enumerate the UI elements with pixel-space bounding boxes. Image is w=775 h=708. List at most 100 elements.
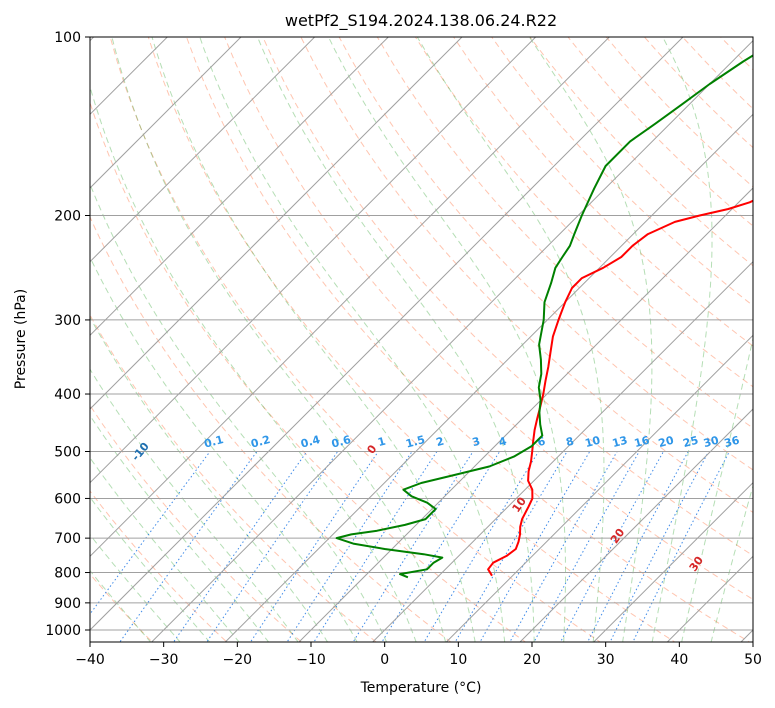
mixing-ratio-label: 4 bbox=[497, 434, 508, 449]
y-tick-label: 200 bbox=[54, 209, 81, 225]
dry-adiabat-line bbox=[414, 37, 753, 388]
moist-adiabat-line bbox=[90, 569, 152, 642]
isotherm-line bbox=[90, 37, 684, 631]
x-tick-label: 30 bbox=[597, 652, 615, 668]
y-tick-label: 100 bbox=[54, 30, 81, 46]
dry-adiabat-line bbox=[376, 37, 753, 429]
mixing-ratio-label: 2 bbox=[435, 435, 446, 450]
sounding-traces bbox=[335, 54, 753, 579]
chart-title: wetPf2_S194.2024.138.06.24.R22 bbox=[285, 11, 557, 31]
mixing-ratio-line bbox=[119, 451, 258, 642]
dry-adiabat-label: -20 bbox=[50, 413, 73, 437]
y-axis-label: Pressure (hPa) bbox=[13, 289, 29, 389]
moist-adiabat-line bbox=[111, 37, 447, 642]
x-tick-label: −20 bbox=[223, 652, 253, 668]
moist-adiabat-line bbox=[90, 456, 240, 642]
y-tick-label: 500 bbox=[54, 444, 81, 460]
dry-adiabat-line bbox=[0, 10, 13, 655]
moist-adiabat-line bbox=[528, 37, 653, 642]
y-tick-label: 1000 bbox=[45, 623, 81, 639]
moist-adiabat-line bbox=[199, 37, 506, 642]
mixing-ratio-label: 1.5 bbox=[404, 433, 426, 451]
dry-adiabat-line bbox=[770, 10, 775, 655]
dry-adiabat-line bbox=[90, 314, 377, 642]
moist-adiabat-line bbox=[90, 84, 417, 642]
y-axis: 100 200 300 400 500 600 700 800 900 1000 bbox=[45, 30, 90, 639]
dry-adiabat-line bbox=[147, 37, 676, 642]
mixing-ratio-line bbox=[249, 451, 379, 642]
isotherm-line bbox=[519, 408, 753, 642]
y-tick-label: 900 bbox=[54, 596, 81, 612]
mixing-ratio-line bbox=[286, 451, 413, 642]
isotherm-line bbox=[592, 481, 753, 642]
mixing-ratio-label: 20 bbox=[657, 434, 675, 451]
moist-adiabat-line bbox=[90, 316, 329, 642]
mixing-ratio-label: 1 bbox=[376, 435, 387, 450]
x-tick-label: −40 bbox=[75, 652, 105, 668]
dry-adiabat-line bbox=[567, 37, 753, 227]
mixing-ratio-label: 0.4 bbox=[299, 433, 322, 451]
mixing-ratio-label: 10 bbox=[583, 434, 601, 451]
dry-adiabat-line bbox=[300, 37, 753, 513]
isotherm-line bbox=[90, 37, 316, 263]
y-tick-label: 700 bbox=[54, 531, 81, 547]
dry-adiabat-line bbox=[453, 37, 753, 347]
x-tick-label: −30 bbox=[149, 652, 179, 668]
x-tick-label: 10 bbox=[449, 652, 467, 668]
moist-adiabat-line bbox=[416, 37, 605, 642]
temperature-trace bbox=[487, 199, 753, 577]
moist-adiabat-line bbox=[651, 37, 713, 642]
isotherm-line bbox=[445, 334, 753, 642]
x-axis: −40 −30 −20 −10 0 10 20 30 40 50 bbox=[75, 642, 762, 668]
mixing-ratio-line bbox=[381, 451, 501, 642]
x-tick-label: −10 bbox=[296, 652, 326, 668]
mixing-ratio-label: 0.2 bbox=[249, 433, 271, 451]
moist-adiabat-line bbox=[328, 37, 566, 642]
adiabat-labels: -100-90-80-70-60-50-40-30-20-10010203040… bbox=[50, 413, 775, 599]
x-axis-label: Temperature (°C) bbox=[360, 680, 482, 696]
x-tick-label: 40 bbox=[670, 652, 688, 668]
isotherm-line bbox=[90, 37, 537, 484]
moist-adiabat-line bbox=[90, 533, 181, 642]
moist-adiabat-line bbox=[681, 336, 753, 642]
mixing-ratio-label: 3 bbox=[471, 435, 482, 450]
dry-adiabat-line bbox=[90, 490, 228, 642]
isotherm-line bbox=[90, 37, 242, 189]
dewpoint-trace bbox=[335, 54, 753, 579]
moist-adiabat-label: 40 bbox=[757, 579, 775, 599]
isotherm-line bbox=[90, 37, 463, 410]
isotherm-line bbox=[150, 39, 753, 642]
moist-adiabat-label: 30 bbox=[687, 554, 707, 574]
mixing-ratio-label: 0.6 bbox=[330, 433, 353, 451]
moist-adiabat-line bbox=[90, 368, 299, 642]
y-tick-label: 400 bbox=[54, 387, 81, 403]
y-tick-label: 800 bbox=[54, 566, 81, 582]
mixing-ratio-label: 25 bbox=[682, 434, 700, 451]
dry-adiabat-line bbox=[491, 37, 753, 307]
y-tick-label: 600 bbox=[54, 491, 81, 507]
dry-adiabat-line bbox=[185, 37, 751, 642]
isotherm-line bbox=[90, 37, 169, 116]
x-tick-label: 0 bbox=[380, 652, 389, 668]
isotherm-line bbox=[371, 260, 753, 642]
background-lines bbox=[0, 10, 775, 655]
dry-adiabat-line bbox=[90, 100, 527, 642]
mixing-ratio-label: 36 bbox=[723, 434, 741, 451]
moist-adiabat-line bbox=[151, 37, 476, 642]
x-tick-label: 50 bbox=[744, 652, 762, 668]
mixing-ratio-line bbox=[632, 451, 730, 642]
moist-adiabat-line bbox=[710, 484, 753, 642]
moist-adiabat-line bbox=[90, 256, 358, 642]
plot-frame bbox=[89, 36, 754, 643]
dry-adiabat-line bbox=[224, 37, 753, 601]
moist-adiabat-label: 20 bbox=[608, 526, 628, 546]
isotherm-line bbox=[90, 37, 390, 337]
dry-adiabat-line bbox=[90, 215, 452, 642]
mixing-ratio-line bbox=[454, 451, 568, 642]
dry-adiabat-line bbox=[733, 10, 775, 655]
x-tick-label: 20 bbox=[523, 652, 541, 668]
mixing-ratio-label: 0.1 bbox=[203, 433, 225, 451]
moist-adiabat-line bbox=[90, 182, 388, 642]
isotherm-line bbox=[298, 187, 753, 642]
